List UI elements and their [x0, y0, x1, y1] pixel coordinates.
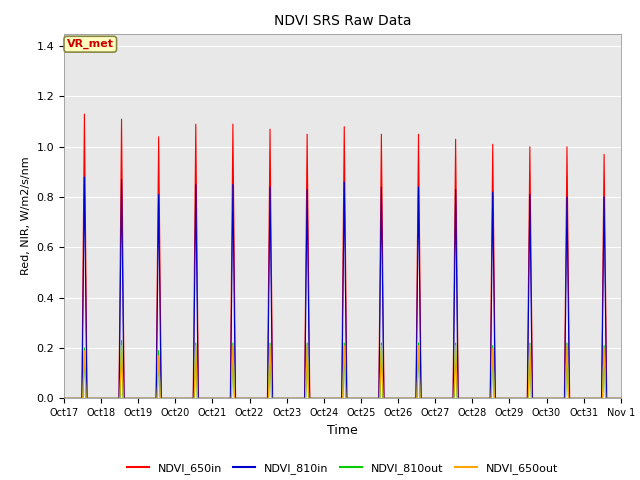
NDVI_650out	[252, 396, 260, 401]
NDVI_810out	[617, 396, 625, 401]
NDVI_810out	[96, 396, 104, 401]
NDVI_650out	[118, 343, 125, 348]
NDVI_810in	[74, 396, 82, 401]
NDVI_810out	[303, 343, 311, 348]
Text: VR_met: VR_met	[67, 39, 114, 49]
NDVI_650in	[252, 396, 260, 401]
NDVI_650in	[74, 396, 82, 401]
NDVI_810in	[303, 193, 311, 199]
NDVI_650out	[513, 396, 521, 401]
NDVI_650out	[96, 396, 104, 401]
Legend: NDVI_650in, NDVI_810in, NDVI_810out, NDVI_650out: NDVI_650in, NDVI_810in, NDVI_810out, NDV…	[122, 459, 563, 479]
NDVI_650in	[81, 111, 88, 117]
NDVI_650in	[617, 396, 625, 401]
NDVI_650in	[60, 396, 68, 401]
NDVI_810in	[513, 396, 521, 401]
NDVI_650out	[60, 396, 68, 401]
Line: NDVI_810out: NDVI_810out	[64, 340, 621, 398]
NDVI_650out	[74, 396, 82, 401]
NDVI_810in	[184, 396, 191, 401]
Title: NDVI SRS Raw Data: NDVI SRS Raw Data	[274, 14, 411, 28]
NDVI_810out	[184, 396, 191, 401]
NDVI_650in	[303, 139, 311, 144]
NDVI_810in	[252, 396, 260, 401]
NDVI_650out	[184, 396, 191, 401]
Line: NDVI_650in: NDVI_650in	[64, 114, 621, 398]
Line: NDVI_810in: NDVI_810in	[64, 177, 621, 398]
NDVI_650in	[184, 396, 191, 401]
NDVI_810in	[617, 396, 625, 401]
NDVI_650in	[513, 396, 521, 401]
NDVI_810in	[60, 396, 68, 401]
NDVI_650in	[96, 396, 104, 401]
NDVI_810out	[74, 396, 82, 401]
Y-axis label: Red, NIR, W/m2/s/nm: Red, NIR, W/m2/s/nm	[21, 156, 31, 276]
Line: NDVI_650out: NDVI_650out	[64, 346, 621, 398]
NDVI_810in	[96, 396, 104, 401]
NDVI_810out	[513, 396, 521, 401]
NDVI_810out	[60, 396, 68, 401]
NDVI_810out	[118, 337, 125, 343]
NDVI_810out	[252, 396, 260, 401]
NDVI_650out	[303, 345, 311, 351]
NDVI_650out	[617, 396, 625, 401]
X-axis label: Time: Time	[327, 424, 358, 437]
NDVI_810in	[81, 174, 88, 180]
